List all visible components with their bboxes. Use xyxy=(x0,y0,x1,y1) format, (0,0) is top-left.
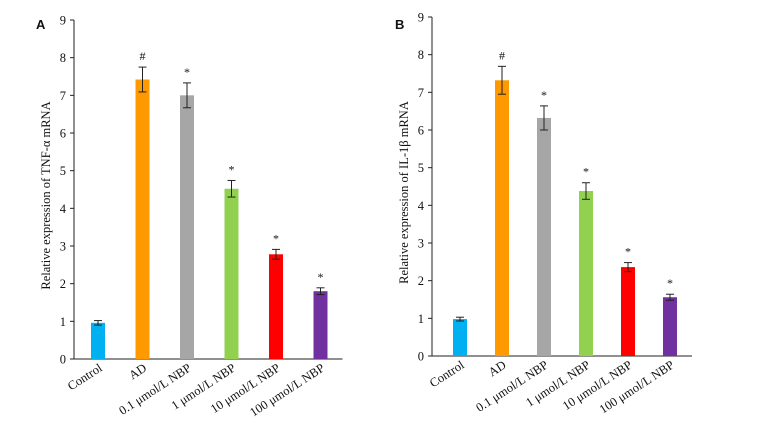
y-tick-label: 6 xyxy=(60,127,66,141)
y-tick-label: 0 xyxy=(60,353,66,367)
panel-letter: B xyxy=(395,17,404,32)
y-tick-label: 6 xyxy=(418,124,424,138)
y-axis-label: Relative expression of IL-1β mRNA xyxy=(397,101,411,284)
y-tick-label: 7 xyxy=(60,89,66,103)
y-tick-label: 1 xyxy=(60,315,66,329)
category-label: Control xyxy=(65,360,105,393)
significance-mark: * xyxy=(541,88,547,102)
category-label: Control xyxy=(427,357,467,390)
significance-mark: * xyxy=(184,65,190,79)
y-tick-label: 1 xyxy=(418,312,424,326)
significance-mark: * xyxy=(625,245,631,259)
chart-panel-b: B 0 1 2 3 4 5 6 7 8 9 Relative expression of IL-1β … xyxy=(395,11,692,417)
y-axis-label: Relative expression of TNF-α mRNA xyxy=(39,101,53,289)
category-label: 0.1 μmol/L NBP xyxy=(473,358,550,415)
significance-mark: * xyxy=(667,276,673,290)
category-label: 100 μmol/L NBP xyxy=(247,361,327,420)
y-tick-label: 8 xyxy=(60,51,66,65)
bar-1 xyxy=(453,319,467,356)
y-tick-label: 9 xyxy=(60,14,66,28)
significance-mark: * xyxy=(273,231,279,245)
chart-panel-a: A 0 1 2 3 4 5 6 7 8 9 Relative expression of TNF-α … xyxy=(36,14,343,420)
category-label: 100 μmol/L NBP xyxy=(597,358,677,417)
y-tick-label: 5 xyxy=(418,161,424,175)
y-tick-label: 2 xyxy=(418,274,424,288)
bar-6 xyxy=(313,291,328,359)
y-tick-label: 4 xyxy=(60,202,67,216)
y-tick-label: 4 xyxy=(418,199,425,213)
bar-2 xyxy=(135,79,150,359)
significance-mark: * xyxy=(583,165,589,179)
bar-2 xyxy=(495,80,509,356)
bar-4 xyxy=(224,188,239,359)
significance-mark: * xyxy=(229,162,235,176)
bar-6 xyxy=(663,297,677,356)
panel-letter: A xyxy=(36,17,46,32)
bar-1 xyxy=(91,322,105,359)
bar-3 xyxy=(537,117,551,357)
y-tick-label: 9 xyxy=(418,11,424,25)
y-tick-label: 5 xyxy=(60,164,66,178)
bar-5 xyxy=(269,254,283,359)
y-tick-label: 2 xyxy=(60,277,66,291)
bar-5 xyxy=(621,267,635,356)
significance-mark: # xyxy=(499,48,505,62)
y-tick-label: 8 xyxy=(418,48,424,62)
significance-mark: # xyxy=(140,49,146,63)
significance-mark: * xyxy=(318,270,324,284)
bar-4 xyxy=(579,191,593,356)
category-label: AD xyxy=(486,358,509,380)
category-label: AD xyxy=(126,361,149,383)
y-tick-label: 7 xyxy=(418,86,424,100)
y-tick-label: 3 xyxy=(60,240,66,254)
bar-3 xyxy=(180,95,194,359)
y-tick-label: 3 xyxy=(418,237,424,251)
y-tick-label: 0 xyxy=(418,350,424,364)
